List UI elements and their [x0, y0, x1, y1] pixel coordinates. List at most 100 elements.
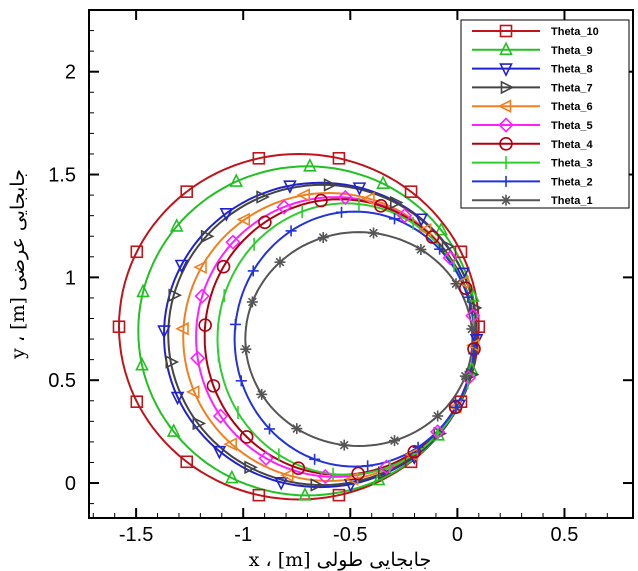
marker-theta_7: [310, 478, 325, 492]
x-tick-label: 0: [452, 524, 463, 546]
marker-theta_10: [404, 185, 418, 198]
marker-theta_5: [258, 450, 274, 466]
marker-theta_10: [252, 488, 266, 502]
y-tick-label: 2: [65, 62, 76, 84]
marker-theta_10: [180, 185, 194, 198]
marker-theta_1: [466, 323, 478, 335]
marker-theta_7: [168, 288, 183, 303]
legend-marker: [498, 117, 514, 133]
marker-theta_1: [240, 343, 252, 355]
legend-marker: [500, 80, 515, 95]
marker-theta_2: [389, 213, 401, 225]
marker-theta_5: [276, 199, 292, 215]
legend-marker: [499, 137, 513, 151]
marker-theta_4: [374, 199, 388, 213]
legend-label: Theta_7: [551, 82, 593, 94]
marker-theta_1: [368, 227, 380, 239]
marker-theta_9: [434, 221, 449, 236]
marker-theta_8: [456, 267, 470, 282]
marker-theta_6: [280, 468, 294, 483]
marker-theta_9: [166, 423, 181, 437]
legend-entry-theta_2: Theta_2: [472, 175, 593, 188]
axis-ticks: -1.5 -1 -0.5 0 0.5 0 0.5 1 1.5 2: [48, 10, 633, 546]
y-tick-label: 1: [65, 267, 76, 289]
marker-theta_2: [235, 375, 247, 387]
legend-entry-theta_10: Theta_10: [472, 24, 599, 38]
marker-theta_4: [407, 444, 422, 459]
marker-theta_4: [448, 400, 463, 415]
marker-theta_5: [225, 234, 241, 250]
y-tick-label: 1.5: [48, 165, 76, 187]
marker-theta_1: [291, 423, 303, 435]
marker-theta_4: [425, 230, 440, 244]
marker-theta_6: [361, 191, 375, 206]
marker-theta_8: [157, 325, 171, 339]
marker-theta_4: [206, 379, 221, 393]
marker-theta_2: [285, 225, 297, 237]
legend-marker: [499, 41, 513, 56]
marker-theta_5: [212, 408, 229, 424]
marker-theta_8: [174, 259, 189, 274]
curve-theta_1: [244, 231, 474, 448]
marker-theta_7: [256, 190, 270, 204]
marker-theta_1: [256, 388, 268, 400]
marker-theta_1: [450, 278, 462, 290]
marker-theta_7: [244, 460, 258, 475]
x-tick-label: -1.5: [119, 524, 153, 546]
marker-theta_10: [180, 455, 194, 469]
marker-theta_2: [468, 348, 480, 360]
marker-theta_9: [298, 487, 312, 501]
x-tick-label: -0.5: [333, 524, 367, 546]
marker-theta_1: [388, 435, 400, 447]
marker-theta_10: [454, 245, 468, 259]
curve-theta_2: [233, 210, 476, 468]
marker-theta_2: [309, 453, 321, 465]
marker-theta_5: [317, 468, 333, 485]
marker-theta_6: [223, 437, 237, 452]
marker-theta_2: [462, 291, 474, 303]
marker-theta_1: [246, 296, 258, 308]
marker-theta_4: [291, 461, 306, 476]
legend-entry-theta_3: Theta_3: [472, 156, 593, 170]
marker-theta_10: [332, 151, 346, 165]
marker-theta_9: [136, 283, 150, 298]
legend-entry-theta_7: Theta_7: [472, 80, 593, 95]
legend-entry-theta_4: Theta_4: [472, 137, 593, 151]
marker-theta_4: [198, 318, 212, 332]
y-tick-label: 0.5: [48, 370, 76, 392]
marker-theta_4: [458, 281, 473, 295]
marker-theta_7: [165, 355, 180, 369]
x-axis-title: جابجایی طولی x ، [m]: [249, 549, 431, 571]
legend-label: Theta_4: [551, 139, 593, 151]
marker-theta_7: [441, 239, 456, 254]
legend-marker: [499, 24, 513, 38]
marker-theta_7: [377, 466, 392, 480]
marker-theta_4: [351, 466, 365, 481]
legend-label: Theta_3: [551, 158, 593, 170]
marker-theta_6: [236, 212, 251, 227]
marker-theta_5: [442, 250, 458, 266]
marker-theta_1: [415, 244, 427, 256]
y-tick-label: 0: [65, 473, 76, 495]
legend: Theta_10 Theta_9 Theta_8 Theta_7 Theta_6 Thet…: [460, 19, 630, 209]
legend-label: Theta_9: [551, 45, 593, 57]
curve-theta_9: [137, 165, 478, 497]
marker-theta_4: [239, 430, 254, 444]
marker-theta_6: [417, 223, 432, 237]
marker-theta_6: [185, 385, 200, 399]
marker-theta_4: [216, 259, 231, 274]
series-markers: [112, 151, 486, 502]
marker-theta_10: [130, 395, 144, 408]
marker-theta_1: [317, 232, 329, 244]
y-axis-title: جابجایی عرضی y ، [m]: [7, 169, 29, 360]
marker-theta_4: [314, 193, 328, 208]
legend-entry-theta_5: Theta_5: [472, 117, 593, 133]
marker-theta_6: [296, 188, 310, 202]
marker-theta_1: [432, 410, 444, 422]
marker-theta_1: [459, 370, 471, 382]
marker-theta_8: [343, 478, 358, 493]
marker-theta_5: [194, 288, 210, 304]
marker-theta_2: [229, 318, 241, 330]
legend-box: [460, 19, 630, 209]
marker-theta_2: [412, 441, 424, 453]
